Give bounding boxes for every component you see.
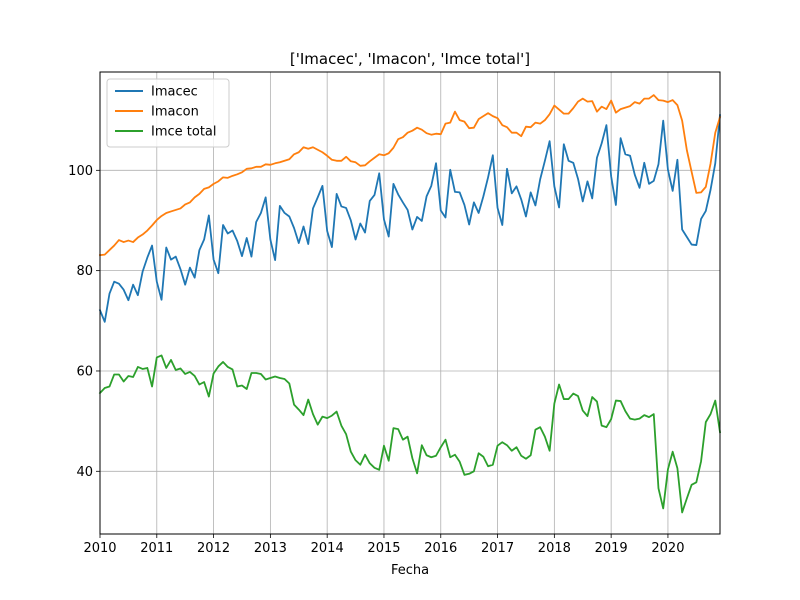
y-tick-label: 60 (76, 364, 93, 379)
x-axis: 2010 2011 2012 2013 2014 2015 2016 2017 2018 2019… (83, 534, 684, 556)
axes-frame (99, 71, 721, 535)
chart-title: ['Imacec', 'Imacon', 'Imce total'] (290, 50, 530, 68)
legend-label: Imacec (151, 85, 198, 100)
x-tick-label: 2013 (254, 541, 287, 556)
series-line-imce-total (98, 354, 722, 514)
y-axis: 40 60 80 100 (68, 164, 100, 480)
legend-label: Imce total (151, 125, 217, 140)
y-tick-label: 100 (68, 164, 93, 179)
series-line-imacec (98, 114, 721, 323)
x-tick-label: 2018 (538, 541, 571, 556)
legend-label: Imacon (151, 105, 199, 120)
grid (99, 72, 720, 534)
x-tick-label: 2020 (651, 541, 684, 556)
x-tick-label: 2015 (367, 541, 400, 556)
x-tick-label: 2014 (311, 541, 344, 556)
x-axis-label: Fecha (391, 563, 429, 578)
x-tick-label: 2017 (481, 541, 514, 556)
x-tick-label: 2019 (595, 541, 628, 556)
plot-area (98, 94, 722, 514)
x-tick-label: 2010 (83, 541, 116, 556)
y-tick-label: 40 (76, 465, 93, 480)
x-tick-label: 2011 (140, 541, 173, 556)
x-tick-label: 2012 (197, 541, 230, 556)
x-tick-label: 2016 (424, 541, 457, 556)
y-tick-label: 80 (76, 264, 93, 279)
series-line-imacon (99, 94, 722, 257)
legend: Imacec Imacon Imce total (106, 78, 230, 148)
